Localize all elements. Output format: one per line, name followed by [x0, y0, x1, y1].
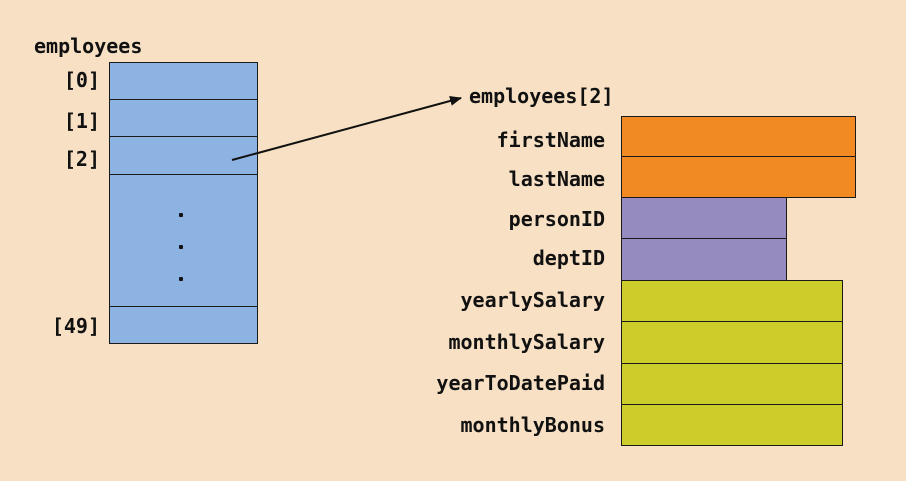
field-label-lastName: lastName: [508, 167, 605, 191]
ellipsis-dot: [179, 245, 183, 249]
record-title: employees[2]: [469, 84, 614, 108]
array-cell-2: [109, 136, 258, 175]
array-name-label: employees: [34, 34, 143, 58]
field-label-personID: personID: [508, 207, 605, 231]
field-label-monthlyBonus: monthlyBonus: [460, 413, 606, 437]
field-box-yearToDatePaid: [621, 363, 843, 405]
field-label-yearToDatePaid: yearToDatePaid: [436, 371, 605, 395]
field-box-personID: [621, 197, 787, 239]
array-cell-0: [109, 62, 258, 100]
ellipsis-dot: [179, 213, 183, 217]
ellipsis-dot: [179, 277, 183, 281]
field-label-firstName: firstName: [496, 128, 605, 152]
field-label-monthlySalary: monthlySalary: [448, 330, 605, 354]
field-label-deptID: deptID: [532, 246, 605, 270]
array-index-49-label: [49]: [51, 314, 100, 338]
array-index-0-label: [0]: [63, 68, 100, 92]
field-box-lastName: [621, 156, 856, 198]
array-cell-ellipsis: [109, 174, 258, 307]
field-box-deptID: [621, 238, 787, 281]
field-box-monthlySalary: [621, 321, 843, 364]
field-box-monthlyBonus: [621, 404, 843, 446]
array-index-1-label: [1]: [63, 109, 100, 133]
field-label-yearlySalary: yearlySalary: [460, 288, 606, 312]
array-index-2-label: [2]: [63, 147, 100, 171]
field-box-firstName: [621, 116, 856, 157]
field-box-yearlySalary: [621, 280, 843, 322]
array-cell-49: [109, 306, 258, 344]
